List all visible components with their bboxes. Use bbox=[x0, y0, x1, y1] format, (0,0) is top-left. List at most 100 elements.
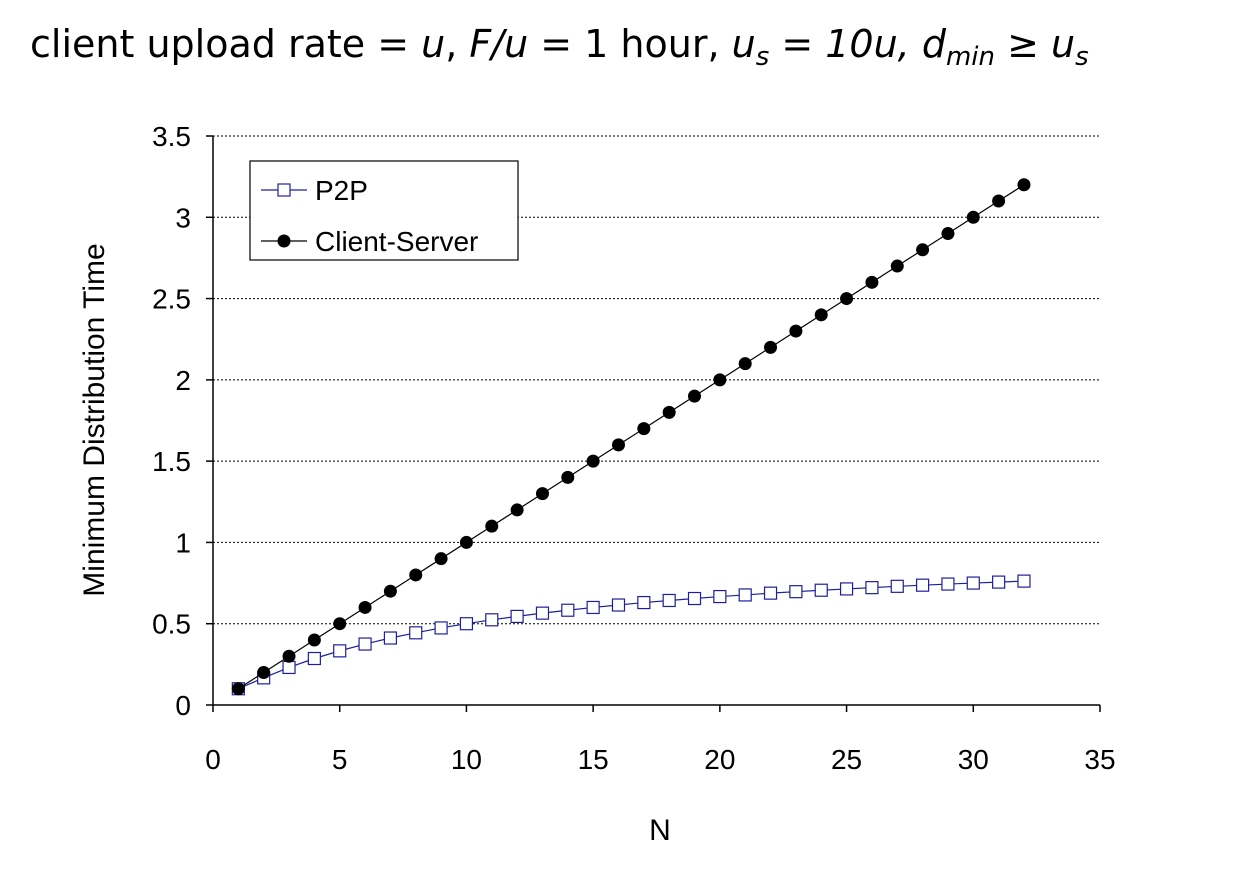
client-server-point bbox=[764, 340, 778, 354]
p2p-point bbox=[1017, 574, 1031, 588]
legend-marker-square bbox=[277, 183, 291, 197]
y-tick-label: 3 bbox=[175, 202, 191, 233]
title-us2: us bbox=[1051, 22, 1089, 70]
p2p-point bbox=[535, 606, 550, 620]
client-server-point bbox=[409, 568, 423, 582]
p2p-point bbox=[434, 621, 448, 635]
y-axis-label: Minimum Distribution Time bbox=[78, 243, 111, 596]
p2p-point bbox=[637, 595, 651, 610]
client-server-point bbox=[358, 600, 372, 614]
p2p-point bbox=[915, 578, 930, 592]
p2p-point bbox=[687, 591, 702, 606]
client-server-point bbox=[586, 454, 600, 468]
legend-label: P2P bbox=[315, 175, 368, 206]
x-tick-label: 25 bbox=[831, 744, 862, 775]
p2p-point bbox=[561, 603, 575, 617]
y-tick-label: 1.5 bbox=[152, 446, 191, 477]
p2p-point bbox=[611, 598, 626, 612]
client-server-point bbox=[688, 389, 702, 403]
client-server-point bbox=[1017, 178, 1031, 192]
title-us-u: u bbox=[731, 22, 756, 66]
client-server-point bbox=[307, 633, 321, 647]
title-mid1: = 1 hour, bbox=[528, 22, 732, 66]
p2p-point bbox=[789, 585, 803, 599]
p2p-point bbox=[485, 613, 499, 627]
p2p-point bbox=[814, 583, 828, 597]
client-server-point bbox=[966, 210, 980, 224]
x-tick-label: 30 bbox=[958, 744, 989, 775]
client-server-point bbox=[637, 422, 651, 436]
x-tick-label: 0 bbox=[205, 744, 221, 775]
client-server-point bbox=[738, 357, 752, 371]
client-server-point bbox=[459, 535, 473, 549]
x-axis-label: N bbox=[649, 814, 671, 847]
client-server-point bbox=[333, 617, 347, 631]
y-tick-label: 1 bbox=[175, 527, 191, 558]
legend-box bbox=[249, 160, 519, 261]
client-server-point bbox=[713, 373, 727, 387]
p2p-point bbox=[839, 582, 854, 596]
title-dmin-d: d bbox=[921, 22, 946, 66]
p2p-point bbox=[510, 609, 524, 623]
title-dmin: dmin bbox=[921, 22, 995, 70]
title-sep: , bbox=[445, 22, 470, 66]
p2p-point bbox=[586, 600, 600, 615]
client-server-point bbox=[992, 194, 1006, 208]
client-server-point bbox=[510, 503, 524, 517]
client-server-point bbox=[611, 438, 625, 452]
legend-label: Client-Server bbox=[315, 226, 478, 257]
title-dmin-sub: min bbox=[945, 42, 995, 72]
title-us-sub: s bbox=[755, 42, 770, 72]
client-server-point bbox=[941, 227, 955, 241]
x-tick-label: 10 bbox=[451, 744, 482, 775]
title-prefix: client upload rate = bbox=[30, 22, 422, 66]
p2p-point bbox=[890, 579, 904, 593]
p2p-point bbox=[282, 660, 296, 675]
x-tick-label: 20 bbox=[704, 744, 735, 775]
client-server-point bbox=[789, 324, 803, 338]
legend-marker-circle bbox=[277, 234, 291, 248]
x-tick-label: 5 bbox=[332, 744, 348, 775]
p2p-point bbox=[383, 631, 397, 645]
title-us2-sub: s bbox=[1075, 42, 1089, 72]
p2p-point bbox=[409, 626, 423, 640]
client-server-point bbox=[662, 405, 676, 419]
p2p-point bbox=[713, 589, 727, 604]
p2p-point bbox=[738, 588, 752, 602]
tick-labels: 0 0.5 1 1.5 2 2.5 3 3.5 0 5 10 15 20 25 30 35 bbox=[152, 121, 1116, 775]
p2p-point bbox=[307, 651, 321, 666]
client-server-point bbox=[485, 519, 499, 533]
x-tick-label: 35 bbox=[1084, 744, 1115, 775]
client-server-point bbox=[814, 308, 828, 322]
title-u: u bbox=[421, 22, 446, 66]
client-server-point bbox=[434, 552, 448, 566]
y-tick-label: 0.5 bbox=[152, 609, 191, 640]
slide-title: client upload rate = u, F/u = 1 hour, us… bbox=[30, 22, 1089, 70]
p2p-point bbox=[992, 575, 1006, 589]
legend: P2P Client-Server bbox=[249, 160, 519, 261]
client-server-point bbox=[282, 649, 296, 663]
p2p-point bbox=[865, 581, 879, 595]
client-server-point bbox=[257, 665, 271, 679]
y-tick-label: 3.5 bbox=[152, 121, 191, 152]
client-server-point bbox=[840, 292, 854, 306]
p2p-point bbox=[662, 593, 676, 608]
y-tick-label: 2 bbox=[175, 365, 191, 396]
p2p-line bbox=[238, 580, 1024, 690]
title-mid3: ≥ bbox=[995, 22, 1051, 66]
title-us2-u: u bbox=[1051, 22, 1076, 66]
client-server-point bbox=[561, 470, 575, 484]
p2p-point bbox=[966, 576, 980, 590]
p2p-point bbox=[459, 617, 474, 631]
p2p-point bbox=[763, 586, 778, 600]
client-server-point bbox=[383, 584, 397, 598]
client-server-point bbox=[865, 275, 879, 289]
client-server-point bbox=[890, 259, 904, 273]
client-server-point bbox=[231, 682, 245, 696]
p2p-point bbox=[941, 577, 955, 591]
p2p-point bbox=[333, 644, 347, 658]
client-server-point bbox=[916, 243, 930, 257]
p2p-point bbox=[358, 637, 372, 651]
title-fu: F/u bbox=[469, 22, 529, 66]
